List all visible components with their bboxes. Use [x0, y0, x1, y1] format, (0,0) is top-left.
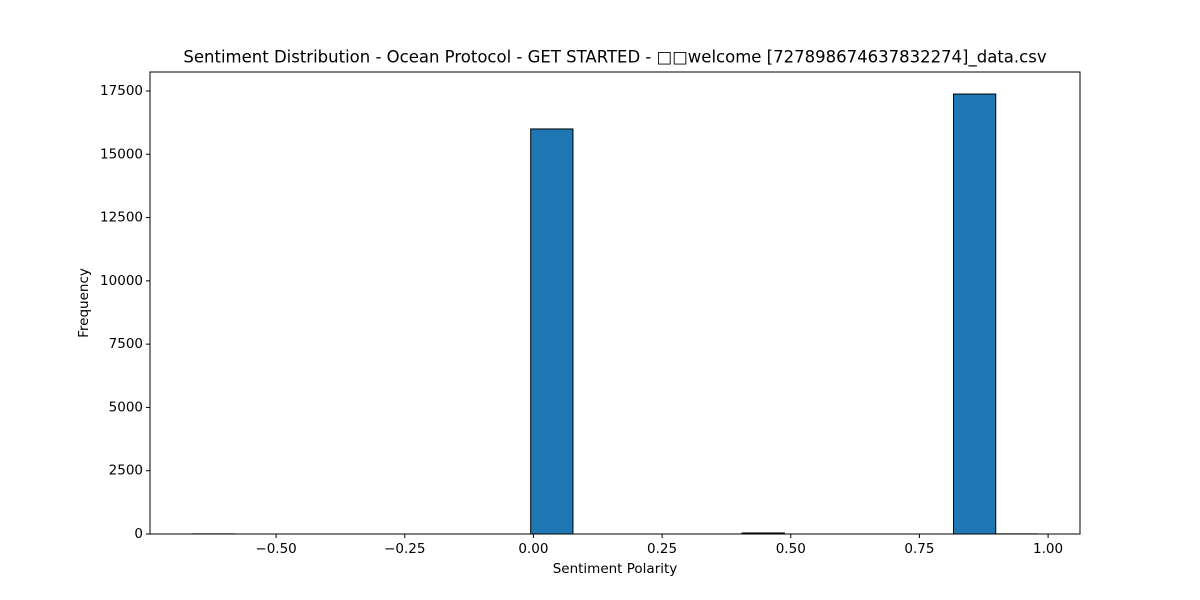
bar — [530, 128, 574, 535]
x-tick-label: 1.00 — [1033, 541, 1063, 557]
y-tick-label: 17500 — [100, 83, 143, 99]
plot-frame — [149, 71, 1081, 535]
x-tick-label: 0.50 — [776, 541, 806, 557]
bar — [952, 93, 997, 535]
x-tick-label: 0.25 — [647, 541, 677, 557]
chart-title: Sentiment Distribution - Ocean Protocol … — [183, 48, 1046, 68]
y-tick-label: 5000 — [109, 399, 143, 415]
x-tick-label: 0.00 — [518, 541, 548, 557]
y-tick-label: 10000 — [100, 273, 143, 289]
x-tick-label: −0.25 — [384, 541, 425, 557]
x-tick-label: 0.75 — [904, 541, 934, 557]
y-tick-label: 7500 — [109, 336, 143, 352]
y-tick-label: 0 — [134, 526, 143, 542]
y-tick-label: 2500 — [109, 463, 143, 479]
x-tick-label: −0.50 — [255, 541, 296, 557]
y-tick-label: 12500 — [100, 210, 143, 226]
y-axis-label: Frequency — [76, 268, 92, 338]
y-tick-label: 15000 — [100, 146, 143, 162]
x-axis-label: Sentiment Polarity — [553, 561, 678, 577]
